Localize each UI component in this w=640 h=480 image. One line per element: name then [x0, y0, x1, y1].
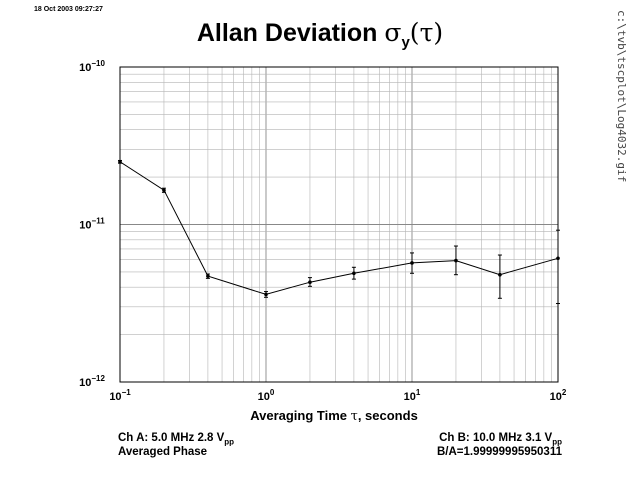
x-tick-exponent: 2	[562, 388, 567, 397]
data-point	[410, 261, 414, 265]
title-tau: τ	[419, 18, 434, 47]
y-tick-base: 10	[79, 62, 91, 74]
channel-b-info: Ch B: 10.0 MHz 3.1 Vpp	[439, 432, 562, 446]
chart-title: Allan Deviation σy(τ)	[0, 18, 640, 51]
x-tick-exponent: −1	[122, 388, 132, 397]
frequency-ratio: B/A=1.99999995950311	[436, 446, 562, 458]
data-point	[118, 160, 122, 164]
x-tick-label: 101	[404, 388, 421, 403]
x-tick-label: 10−1	[109, 388, 131, 403]
title-open-paren: (	[409, 18, 420, 47]
plot-frame	[119, 66, 559, 383]
x-tick-label: 100	[258, 388, 275, 403]
data-point	[454, 258, 458, 263]
x-tick-label: 102	[550, 388, 567, 403]
y-tick-label: 10−10	[79, 59, 105, 74]
timestamp: 18 Oct 2003 09:27:27	[34, 6, 103, 13]
channel-a-unit-sub: pp	[224, 437, 235, 447]
x-tick-exponent: 0	[270, 388, 275, 397]
channel-b-text: Ch B: 10.0 MHz 3.1 V	[439, 432, 553, 444]
data-point	[498, 272, 502, 277]
x-tick-base: 10	[404, 391, 416, 403]
x-axis-label-prefix: Averaging Time	[250, 408, 351, 423]
title-close-paren: )	[433, 18, 444, 47]
x-tick-base: 10	[258, 391, 270, 403]
title-text: Allan Deviation	[196, 19, 385, 47]
y-tick-exponent: −11	[92, 217, 106, 226]
data-point	[162, 188, 166, 193]
data-point	[206, 274, 210, 278]
x-tick-base: 10	[550, 391, 562, 403]
title-sigma: σ	[384, 18, 402, 47]
x-axis-label-suffix: , seconds	[357, 408, 418, 423]
y-tick-base: 10	[79, 220, 91, 232]
channel-a-info: Ch A: 5.0 MHz 2.8 Vpp	[118, 432, 234, 446]
x-tick-exponent: 1	[416, 388, 421, 397]
series-line	[119, 161, 559, 295]
x-axis-label-tau: τ	[350, 409, 358, 424]
data-point	[352, 271, 356, 276]
data-point	[308, 280, 312, 285]
data-point	[264, 292, 268, 297]
x-axis-label: Averaging Time τ, seconds	[0, 408, 640, 424]
grid-lines	[120, 67, 558, 382]
data-point	[556, 256, 560, 261]
x-tick-base: 10	[109, 391, 121, 403]
channel-b-unit-sub: pp	[552, 437, 562, 447]
y-tick-exponent: −10	[91, 59, 105, 68]
y-tick-label: 10−11	[79, 217, 105, 232]
y-tick-exponent: −12	[91, 374, 105, 383]
measurement-mode: Averaged Phase	[118, 446, 208, 458]
y-tick-label: 10−12	[79, 374, 105, 389]
channel-a-text: Ch A: 5.0 MHz 2.8 V	[118, 432, 225, 444]
title-subscript: y	[401, 34, 410, 51]
y-tick-base: 10	[79, 377, 91, 389]
